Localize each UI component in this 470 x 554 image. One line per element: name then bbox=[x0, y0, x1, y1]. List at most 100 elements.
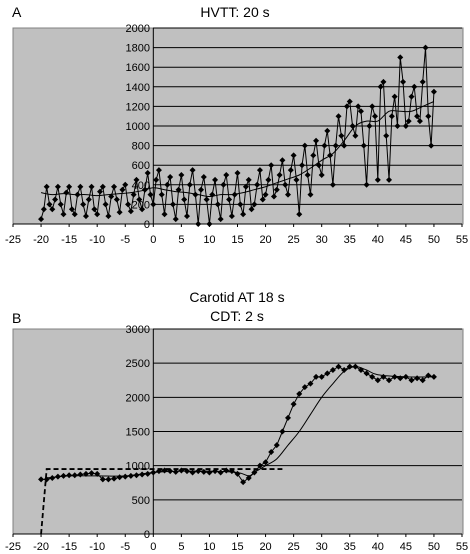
data-point-marker bbox=[144, 170, 151, 177]
x-tick-label: 20 bbox=[259, 541, 271, 553]
data-point-marker bbox=[338, 132, 345, 139]
x-tick-label: 10 bbox=[203, 234, 215, 246]
data-point-marker bbox=[139, 471, 146, 478]
y-tick-label: 1000 bbox=[126, 461, 150, 473]
data-point-marker bbox=[200, 173, 207, 180]
x-tick-label: -15 bbox=[61, 541, 77, 553]
data-point-marker bbox=[290, 152, 297, 159]
data-point-marker bbox=[172, 468, 179, 475]
data-point-marker bbox=[237, 201, 244, 208]
data-point-marker bbox=[105, 476, 112, 483]
data-point-marker bbox=[49, 474, 56, 481]
data-point-marker bbox=[402, 123, 409, 129]
data-point-marker bbox=[240, 479, 247, 486]
data-point-marker bbox=[164, 181, 171, 188]
data-point-marker bbox=[183, 213, 190, 220]
data-point-marker bbox=[52, 196, 59, 203]
x-tick-label: 0 bbox=[150, 234, 156, 246]
data-point-marker bbox=[122, 473, 129, 480]
data-point-marker bbox=[214, 201, 221, 208]
y-tick-label: 1000 bbox=[126, 121, 150, 133]
data-point-marker bbox=[71, 472, 78, 479]
data-point-marker bbox=[360, 142, 367, 149]
y-tick-labels-a: 0 200 400 600 800 1000 1200 1400 1600 1800 2000 bbox=[126, 23, 150, 231]
data-point-marker bbox=[363, 181, 370, 188]
data-point-marker bbox=[186, 181, 193, 188]
data-point-marker bbox=[335, 113, 342, 120]
data-point-marker bbox=[198, 186, 205, 193]
data-point-marker bbox=[268, 449, 275, 455]
data-point-marker bbox=[153, 176, 160, 183]
y-tick-label: 1400 bbox=[126, 82, 150, 94]
data-point-marker bbox=[329, 367, 336, 373]
data-point-marker bbox=[217, 216, 224, 223]
panel-label-b: B bbox=[12, 310, 21, 326]
data-point-marker bbox=[282, 181, 289, 188]
data-point-marker bbox=[324, 370, 331, 377]
data-point-marker bbox=[369, 103, 376, 110]
x-tick-label: 25 bbox=[288, 541, 300, 553]
data-point-marker bbox=[262, 191, 269, 198]
data-point-marker bbox=[256, 462, 263, 469]
data-point-marker bbox=[82, 213, 89, 220]
data-point-marker bbox=[66, 472, 73, 479]
data-point-marker bbox=[105, 213, 112, 220]
data-point-marker bbox=[234, 170, 241, 177]
data-point-marker bbox=[245, 474, 252, 481]
data-point-marker bbox=[380, 78, 387, 85]
data-point-marker bbox=[169, 201, 176, 208]
data-point-marker bbox=[80, 201, 87, 208]
data-point-marker bbox=[374, 377, 381, 384]
x-tick-label: -25 bbox=[5, 541, 21, 553]
y-tick-label: 2000 bbox=[126, 392, 150, 404]
data-point-marker bbox=[341, 367, 348, 373]
data-point-marker bbox=[301, 142, 308, 149]
data-point-marker bbox=[343, 103, 350, 110]
data-point-marker bbox=[94, 211, 101, 218]
data-point-marker bbox=[91, 206, 98, 213]
data-point-marker bbox=[111, 183, 118, 190]
y-tick-label: 0 bbox=[144, 219, 150, 231]
data-point-marker bbox=[329, 181, 336, 188]
data-point-marker bbox=[408, 93, 415, 100]
y-tick-label: 0 bbox=[144, 529, 150, 541]
data-point-marker bbox=[287, 167, 294, 174]
chart-panel-b: B Carotid AT 18 s CDT: 2 s 0500100015002… bbox=[5, 289, 468, 553]
data-point-marker bbox=[388, 113, 395, 120]
data-point-marker bbox=[127, 472, 134, 479]
data-point-marker bbox=[352, 132, 359, 139]
data-point-marker bbox=[386, 176, 393, 183]
data-point-marker bbox=[355, 103, 362, 110]
data-point-marker bbox=[377, 83, 384, 90]
data-point-marker bbox=[203, 196, 210, 203]
data-point-marker bbox=[307, 191, 314, 198]
data-point-marker bbox=[181, 196, 188, 203]
y-tick-label: 600 bbox=[132, 160, 150, 172]
data-point-marker bbox=[43, 183, 50, 190]
x-tick-label: -20 bbox=[33, 541, 49, 553]
data-point-marker bbox=[38, 216, 45, 223]
x-tick-label: -25 bbox=[5, 234, 21, 246]
data-point-marker bbox=[422, 44, 429, 51]
data-point-marker bbox=[133, 176, 140, 183]
data-point-marker bbox=[99, 476, 106, 483]
data-point-marker bbox=[394, 123, 401, 129]
data-point-marker bbox=[391, 373, 398, 380]
x-tick-labels-a: -25 -20 -15 -10 -5 0 5 10 15 20 25 30 35 40 45 50 55 bbox=[5, 224, 468, 246]
data-point-marker bbox=[111, 475, 118, 482]
data-point-marker bbox=[372, 113, 379, 120]
data-point-marker bbox=[391, 93, 398, 100]
x-tick-label: 50 bbox=[428, 234, 440, 246]
data-point-marker bbox=[383, 132, 390, 139]
data-point-marker bbox=[150, 201, 157, 208]
data-point-marker bbox=[139, 206, 146, 213]
data-point-marker bbox=[96, 188, 103, 195]
data-point-marker bbox=[119, 186, 126, 193]
data-point-marker bbox=[46, 201, 53, 208]
data-point-marker bbox=[270, 193, 277, 200]
data-point-marker bbox=[369, 373, 376, 380]
data-point-marker bbox=[125, 201, 132, 208]
x-tick-label: 45 bbox=[400, 234, 412, 246]
data-point-marker bbox=[386, 377, 393, 384]
data-point-marker bbox=[245, 176, 252, 183]
